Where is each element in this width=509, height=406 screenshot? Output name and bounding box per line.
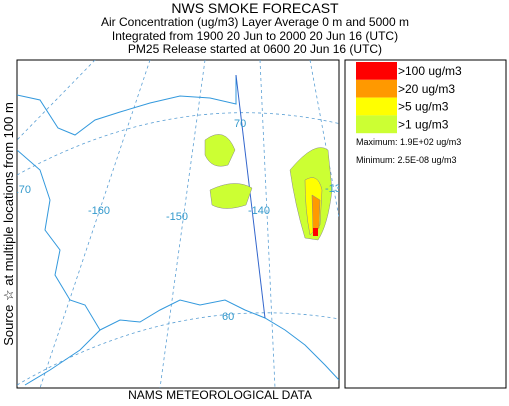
coastline: [99, 299, 339, 381]
legend-swatch: [356, 62, 397, 80]
map-label: -160: [88, 205, 110, 217]
footer: NAMS METEOROLOGICAL DATA: [128, 388, 312, 401]
legend-label: >20 ug/m3: [398, 82, 455, 96]
coastline: [17, 149, 101, 386]
graticule: [17, 312, 339, 386]
border: [235, 74, 266, 319]
header-line: Air Concentration (ug/m3) Layer Average …: [101, 15, 409, 29]
maximum: Maximum: 1.9E+02 ug/m3: [356, 137, 461, 147]
legend-label: >1 ug/m3: [398, 117, 449, 131]
legend-label: >100 ug/m3: [398, 64, 462, 78]
graticule: [39, 60, 151, 388]
map-label: -130: [325, 183, 347, 195]
map: 70 -170 -160 -150 -140 -130 60: [9, 60, 347, 388]
coastline: [17, 75, 237, 136]
minimum: Minimum: 2.5E-08 ug/m3: [356, 155, 457, 165]
graticule: [17, 60, 96, 141]
map-label: -170: [9, 184, 31, 196]
legend: >100 ug/m3 >20 ug/m3 >5 ug/m3 >1 ug/m3: [356, 62, 462, 134]
map-label: 60: [222, 311, 234, 323]
map-label: -140: [248, 205, 270, 217]
legend-label: >5 ug/m3: [398, 100, 449, 114]
graticule: [17, 112, 339, 176]
title: NWS SMOKE FORECAST: [171, 0, 339, 16]
graticule: [259, 60, 276, 388]
legend-swatch: [356, 115, 397, 134]
smoke-plume: [311, 194, 321, 233]
header-line: PM25 Release started at 0600 20 Jun 16 (…: [128, 42, 382, 56]
legend-swatch: [356, 97, 397, 116]
smoke-plume: [209, 183, 253, 209]
map-label: -150: [166, 211, 188, 223]
smoke-plume: [204, 134, 236, 167]
side-label: Source ☆ at multiple locations from 100 …: [1, 102, 16, 346]
map-label: 70: [234, 118, 246, 130]
map-frame: [16, 59, 340, 389]
header-line: Integrated from 1900 20 Jun to 2000 20 J…: [112, 29, 398, 43]
legend-swatch: [356, 79, 397, 98]
smoke-plume: [313, 228, 318, 236]
graticule: [159, 60, 206, 388]
